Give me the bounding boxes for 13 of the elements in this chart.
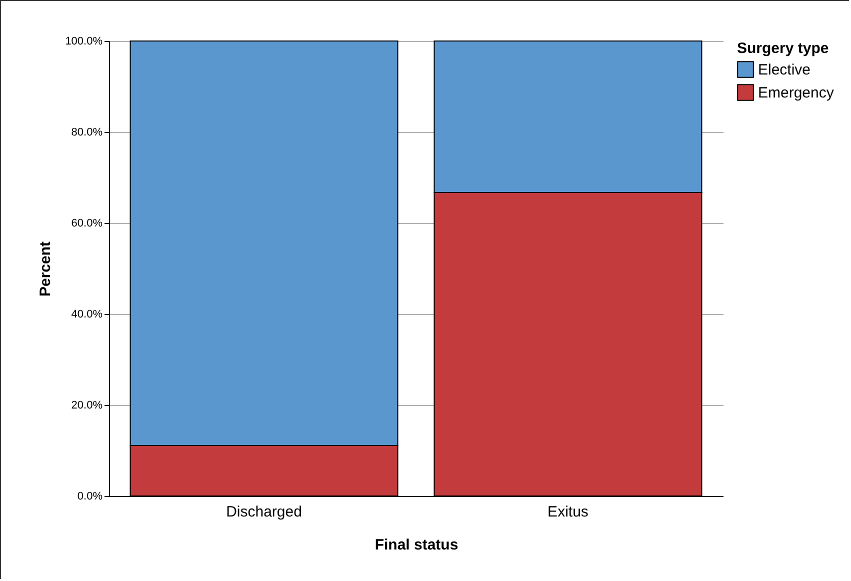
x-axis-title: Final status	[374, 536, 458, 554]
y-tick-label: 0.0%	[77, 490, 103, 502]
x-tick-label: Exitus	[548, 504, 588, 520]
legend-label: Elective	[758, 62, 811, 78]
y-tick-label: 100.0%	[65, 36, 103, 48]
legend-title: Surgery type	[737, 40, 829, 57]
y-tick-label: 20.0%	[71, 400, 103, 412]
legend-label: Emergency	[758, 84, 834, 102]
y-axis-title: Percent	[37, 241, 54, 297]
y-tick-label: 80.0%	[71, 126, 103, 138]
y-tick-label: 60.0%	[71, 218, 103, 230]
x-tick-label: Discharged	[226, 504, 302, 520]
y-tick-label: 40.0%	[71, 308, 103, 320]
